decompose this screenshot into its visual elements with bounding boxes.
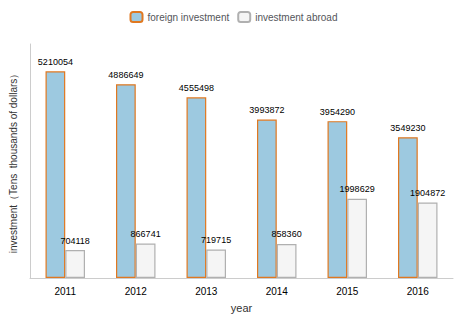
svg-text:4886649: 4886649 (108, 70, 143, 80)
svg-text:866741: 866741 (131, 229, 161, 239)
svg-text:2014: 2014 (266, 286, 289, 297)
svg-text:1904872: 1904872 (410, 188, 445, 198)
svg-text:foreign investment: foreign investment (148, 12, 230, 23)
svg-text:3993872: 3993872 (249, 105, 284, 115)
svg-text:2016: 2016 (407, 286, 430, 297)
svg-text:719715: 719715 (201, 235, 231, 245)
svg-text:1998629: 1998629 (340, 184, 375, 194)
svg-text:investment（Tens thousands of: investment（Tens thousands of dollars） (8, 69, 19, 254)
svg-text:investment abroad: investment abroad (255, 12, 337, 23)
svg-text:858360: 858360 (272, 229, 302, 239)
svg-text:704118: 704118 (60, 236, 89, 246)
svg-text:2013: 2013 (195, 286, 218, 297)
svg-text:5210054: 5210054 (38, 57, 73, 67)
svg-text:2011: 2011 (54, 286, 76, 297)
svg-text:4555498: 4555498 (179, 83, 214, 93)
svg-text:3954290: 3954290 (320, 107, 355, 117)
svg-text:2015: 2015 (336, 286, 359, 297)
svg-text:2012: 2012 (125, 286, 148, 297)
svg-text:3549230: 3549230 (390, 123, 425, 133)
svg-text:year: year (231, 302, 253, 314)
